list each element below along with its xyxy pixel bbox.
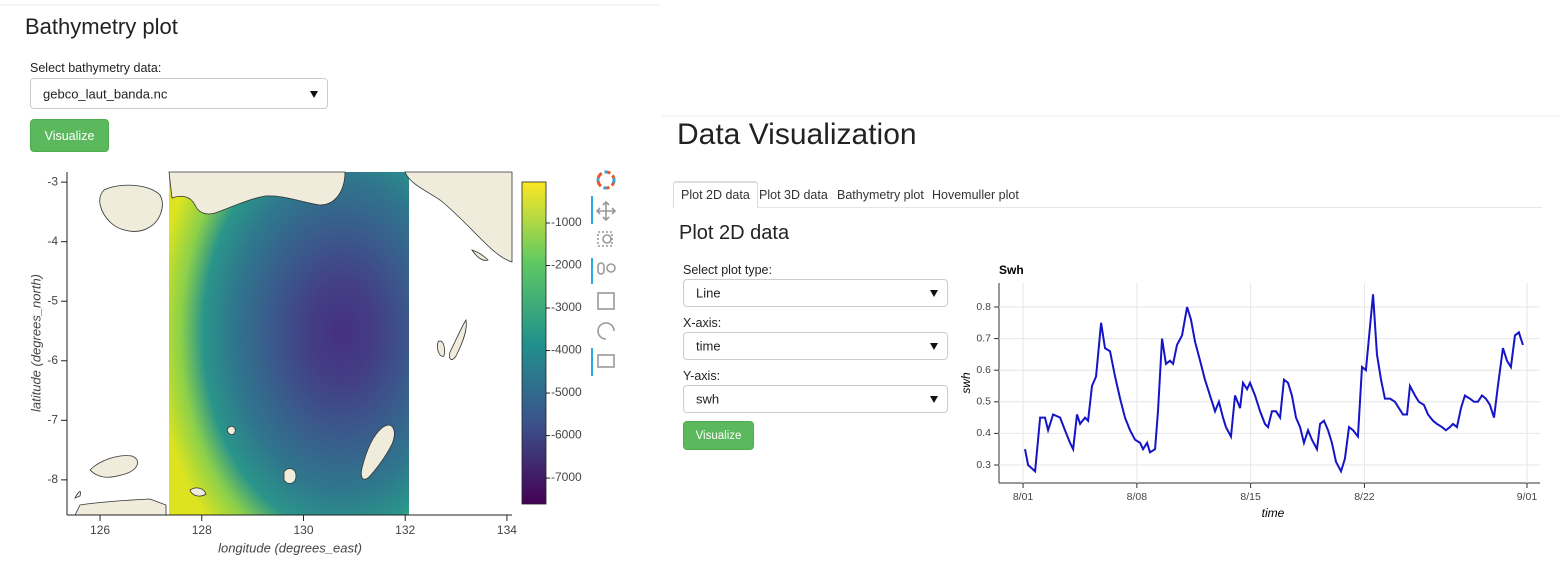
button[interactable]: Visualize xyxy=(30,119,109,152)
y-tick-label: 0.3 xyxy=(976,459,991,471)
y-tick-label: -7 xyxy=(47,412,58,426)
y-tick-label: -8 xyxy=(47,472,58,486)
x-tick-label: 8/08 xyxy=(1127,491,1148,503)
dropdown-arrow xyxy=(930,343,938,350)
tab[interactable]: Plot 3D data xyxy=(759,187,828,202)
x-tick-label: 126 xyxy=(90,523,110,537)
field-label: Select bathymetry data: xyxy=(30,61,162,75)
x-tick-label: 9/01 xyxy=(1517,491,1538,503)
x-tick-label: 130 xyxy=(293,523,313,537)
chart-title: Swh xyxy=(999,263,1024,277)
colorbar-tick-label: -6000 xyxy=(551,428,582,442)
select[interactable]: swh xyxy=(683,385,948,413)
hover-icon[interactable] xyxy=(597,354,615,368)
select[interactable]: time xyxy=(683,332,948,360)
box-zoom-icon[interactable] xyxy=(602,234,612,244)
logo xyxy=(596,170,616,190)
box-zoom-icon[interactable] xyxy=(597,231,613,247)
section-title: Plot 2D data xyxy=(679,222,790,244)
y-tick-label: -4 xyxy=(47,234,58,248)
y-tick-label: -6 xyxy=(47,353,58,367)
y-tick-label: 0.7 xyxy=(976,332,991,344)
colorbar-tick-label: -5000 xyxy=(551,385,582,399)
save-icon[interactable] xyxy=(597,292,615,310)
y-axis-label: swh xyxy=(959,372,973,394)
y-tick-label: -3 xyxy=(47,174,58,188)
active-tool xyxy=(591,196,593,224)
tab[interactable]: Plot 2D data xyxy=(673,181,758,208)
active-tool xyxy=(591,348,593,376)
colorbar-tick-label: -2000 xyxy=(551,258,582,272)
y-axis-label: latitude (degrees_north) xyxy=(28,274,43,412)
x-tick-label: 134 xyxy=(497,523,517,537)
select[interactable]: gebco_laut_banda.nc xyxy=(30,78,328,109)
x-tick-label: 8/15 xyxy=(1240,491,1261,503)
x-tick-label: 132 xyxy=(395,523,415,537)
logo xyxy=(596,170,616,190)
toolbar xyxy=(591,170,617,376)
select-value: time xyxy=(696,338,721,354)
y-tick-label: -5 xyxy=(47,293,58,307)
colorbar-tick-label: -7000 xyxy=(551,470,582,484)
land xyxy=(74,171,513,516)
colorbar-tick-label: -1000 xyxy=(551,215,582,229)
colorbar-tick-label: -3000 xyxy=(551,300,582,314)
x-tick-label: 128 xyxy=(192,523,212,537)
field-label: Y-axis: xyxy=(683,369,721,383)
select-value: swh xyxy=(696,391,720,407)
dropdown-arrow xyxy=(310,90,318,98)
colorbar-tick-label: -4000 xyxy=(551,343,582,357)
reset-icon[interactable] xyxy=(597,322,615,340)
y-tick-label: 0.4 xyxy=(976,427,991,439)
select-value: Line xyxy=(696,285,721,301)
select-value: gebco_laut_banda.nc xyxy=(43,86,168,101)
wheel-zoom-icon[interactable] xyxy=(597,262,605,275)
y-tick-label: 0.6 xyxy=(976,364,991,376)
active-tool xyxy=(591,258,593,284)
select[interactable]: Line xyxy=(683,279,948,307)
tab[interactable]: Bathymetry plot xyxy=(837,187,924,202)
tab-rule xyxy=(672,207,1542,208)
field-label: Select plot type: xyxy=(683,263,772,277)
line-series xyxy=(1024,294,1524,474)
x-tick-label: 8/22 xyxy=(1354,491,1375,503)
dropdown-arrow xyxy=(930,290,938,297)
x-tick-label: 8/01 xyxy=(1013,491,1034,503)
page-title: Bathymetry plot xyxy=(25,14,178,39)
y-tick-label: 0.5 xyxy=(976,396,991,408)
colorbar xyxy=(521,181,547,505)
y-tick-label: 0.8 xyxy=(976,301,991,313)
x-axis-label: time xyxy=(1262,506,1285,520)
pan-icon[interactable] xyxy=(595,200,617,222)
tab[interactable]: Hovemuller plot xyxy=(932,187,1019,202)
page-title: Data Visualization xyxy=(677,118,917,151)
x-axis-label: longitude (degrees_east) xyxy=(218,540,362,555)
dropdown-arrow xyxy=(930,396,938,403)
field-label: X-axis: xyxy=(683,316,722,330)
button[interactable]: Visualize xyxy=(683,421,754,450)
wheel-zoom-icon[interactable] xyxy=(606,263,616,273)
